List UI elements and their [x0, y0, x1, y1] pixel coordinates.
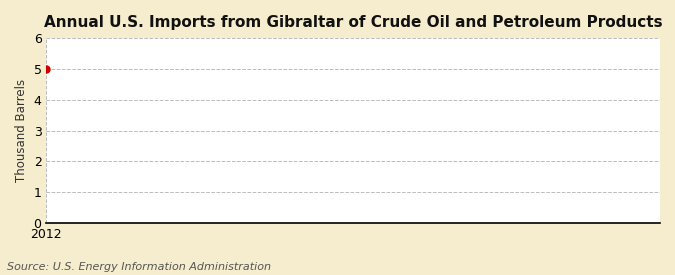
Title: Annual U.S. Imports from Gibraltar of Crude Oil and Petroleum Products: Annual U.S. Imports from Gibraltar of Cr…: [44, 15, 663, 30]
Text: Source: U.S. Energy Information Administration: Source: U.S. Energy Information Administ…: [7, 262, 271, 272]
Y-axis label: Thousand Barrels: Thousand Barrels: [15, 79, 28, 182]
